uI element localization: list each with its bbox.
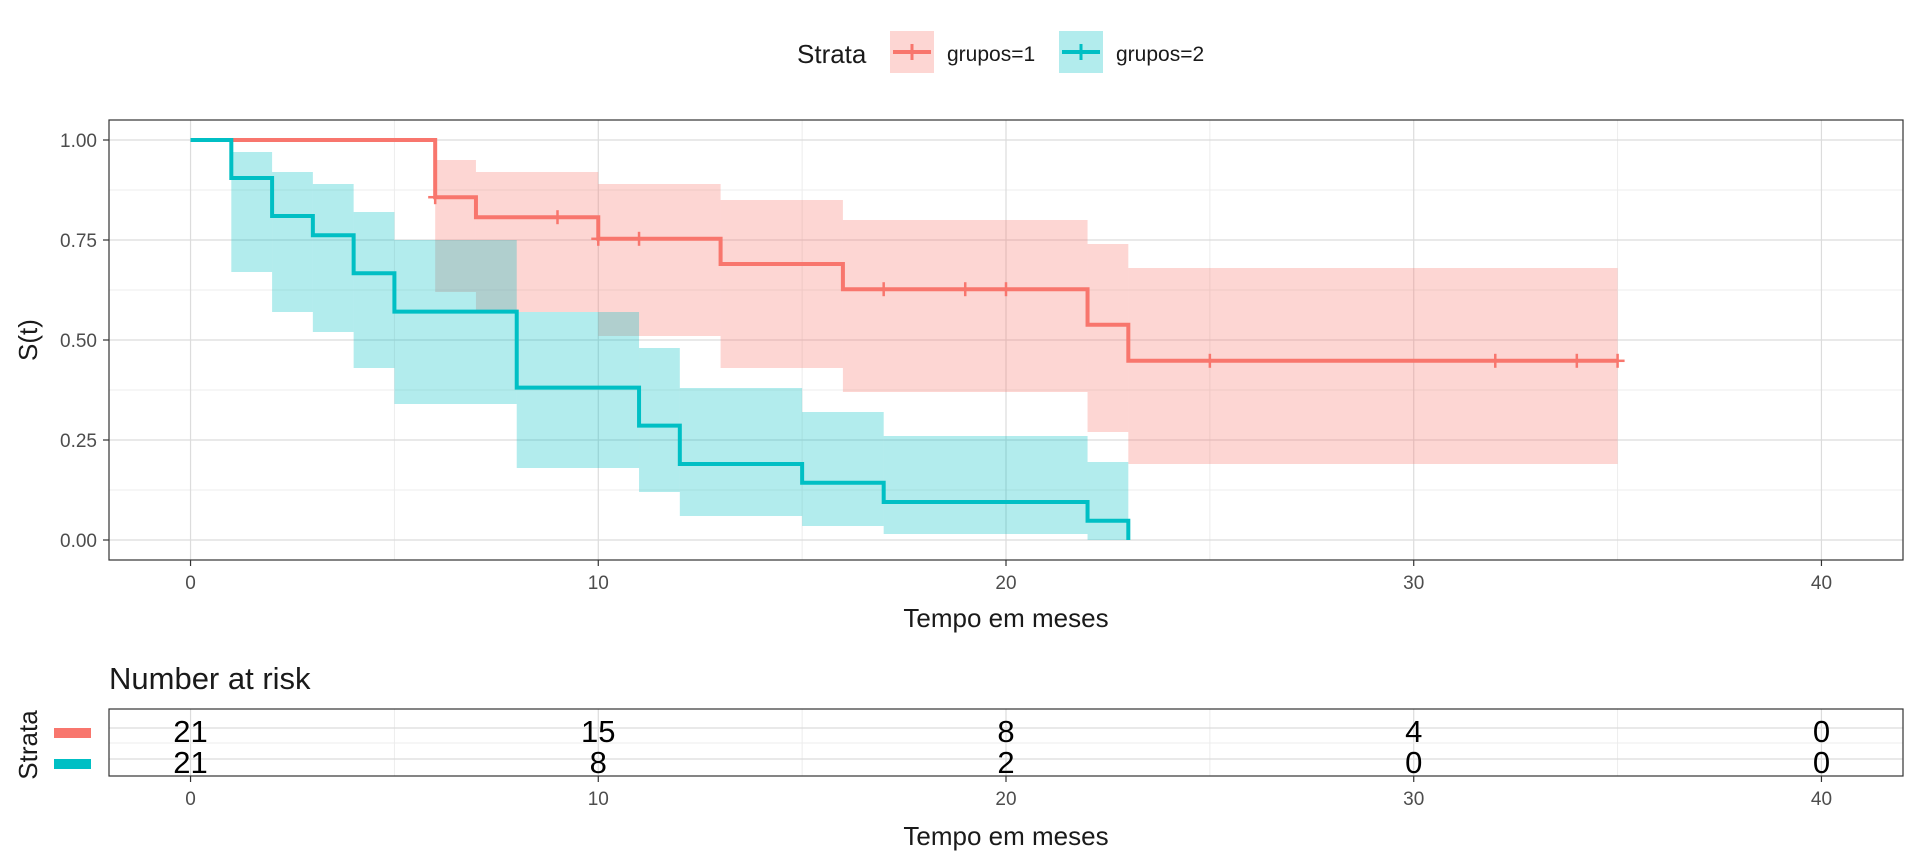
risk-x-tick-label: 40 (1811, 789, 1832, 810)
risk-table-strata-keys (54, 728, 91, 769)
ci-ribbon-2 (272, 172, 313, 312)
plot-panel: 0.00 0.25 0.50 0.75 1.00 0 10 20 30 40 Tempo em … (13, 119, 1904, 633)
ci-ribbon-1 (842, 220, 1088, 392)
risk-table-y-label: Strata (13, 710, 43, 780)
y-tick-label: 0.00 (60, 531, 97, 552)
ci-ribbon-2 (394, 240, 517, 404)
legend-label-2: grupos=2 (1116, 43, 1204, 66)
risk-value: 0 (1813, 714, 1830, 749)
ci-ribbon-1 (1087, 244, 1129, 432)
risk-x-tick-label: 20 (995, 789, 1016, 810)
censor-marks (428, 190, 1625, 368)
ci-ribbon-2 (1087, 462, 1129, 540)
risk-x-tick-label: 30 (1403, 789, 1424, 810)
risk-value: 8 (997, 714, 1014, 749)
y-tick-label: 0.75 (60, 231, 97, 252)
ci-ribbon-2 (883, 436, 1088, 534)
risk-table-title: Number at risk (109, 661, 311, 696)
ci-ribbon-1 (475, 172, 599, 312)
risk-table-values: 21 15 8 4 021 8 2 0 0 (173, 714, 1830, 780)
risk-table-x-label: Tempo em meses (903, 821, 1108, 851)
ci-ribbon-2 (231, 152, 273, 272)
ci-ribbon-1 (598, 184, 721, 336)
survival-curves (190, 138, 1618, 540)
survival-curve-1 (190, 138, 1618, 363)
legend-title: Strata (797, 39, 867, 69)
risk-value: 4 (1405, 714, 1422, 749)
ci-ribbon-2 (679, 388, 803, 516)
y-axis-label: S(t) (13, 319, 43, 361)
legend-label-1: grupos=1 (947, 43, 1035, 66)
risk-table-x-ticks: 0 10 20 30 40 (185, 776, 1832, 810)
x-tick-label: 0 (185, 573, 196, 594)
risk-value: 2 (997, 745, 1014, 780)
risk-table-grid (109, 709, 1903, 776)
risk-strata-key-1 (54, 728, 91, 738)
risk-x-tick-label: 10 (588, 789, 609, 810)
y-tick-label: 1.00 (60, 131, 97, 152)
ci-ribbon-1 (1128, 268, 1618, 464)
ci-ribbon-2 (639, 348, 680, 492)
risk-value: 0 (1813, 745, 1830, 780)
risk-value: 0 (1405, 745, 1422, 780)
legend-key-1 (890, 31, 934, 73)
risk-x-tick-label: 0 (185, 789, 196, 810)
survival-curve-2 (190, 138, 1131, 540)
x-tick-label: 10 (588, 573, 609, 594)
legend: Strata grupos=1 grupos=2 (797, 31, 1204, 73)
risk-value: 21 (173, 745, 207, 780)
ci-ribbon-1 (720, 200, 843, 368)
x-axis-ticks: 0 10 20 30 40 (185, 560, 1832, 594)
risk-value: 8 (590, 745, 607, 780)
x-tick-label: 20 (995, 573, 1016, 594)
y-tick-label: 0.50 (60, 331, 97, 352)
ci-ribbon-2 (516, 312, 640, 468)
legend-key-2 (1059, 31, 1103, 73)
x-tick-label: 40 (1811, 573, 1832, 594)
y-tick-label: 0.25 (60, 431, 97, 452)
x-tick-label: 30 (1403, 573, 1424, 594)
risk-table: Number at risk 21 15 8 4 021 8 2 0 0 0 10 20 30 40 S… (13, 661, 1904, 851)
risk-value: 21 (173, 714, 207, 749)
risk-strata-key-2 (54, 759, 91, 769)
ci-ribbon-2 (353, 212, 395, 368)
ci-ribbon-2 (312, 184, 354, 332)
ci-ribbon-2 (802, 412, 884, 526)
ci-ribbon-1 (435, 160, 476, 292)
y-axis-ticks: 0.00 0.25 0.50 0.75 1.00 (60, 131, 109, 552)
risk-value: 15 (581, 714, 615, 749)
x-axis-label: Tempo em meses (903, 603, 1108, 633)
